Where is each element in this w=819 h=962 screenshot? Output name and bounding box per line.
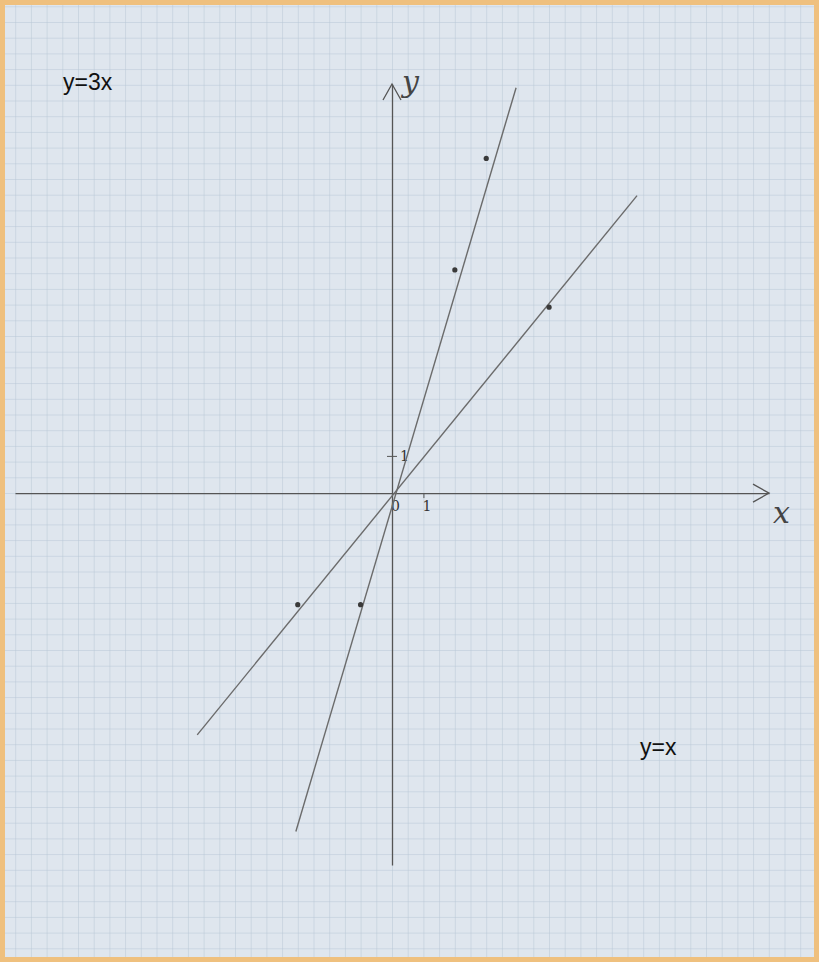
y-arrow	[383, 84, 401, 100]
point	[484, 156, 489, 161]
chart: 011xyy=3xy=x	[0, 0, 819, 962]
point	[546, 305, 551, 310]
y-axis-title: y	[400, 64, 420, 99]
point	[295, 602, 300, 607]
paper	[5, 5, 814, 957]
series-line	[296, 88, 516, 832]
series-line	[197, 196, 637, 735]
x-tick: 1	[422, 493, 431, 514]
series-label: y=3x	[63, 69, 113, 95]
plot-area	[197, 88, 637, 832]
point	[358, 602, 363, 607]
y-tick-mark	[387, 456, 397, 457]
y-axis: 1	[387, 85, 409, 866]
point	[452, 267, 457, 272]
y-axis-line	[392, 85, 393, 866]
x-arrow	[753, 484, 769, 502]
x-axis-title: x	[773, 495, 790, 530]
series-label: y=x	[640, 734, 677, 760]
x-tick-label: 1	[422, 498, 431, 514]
